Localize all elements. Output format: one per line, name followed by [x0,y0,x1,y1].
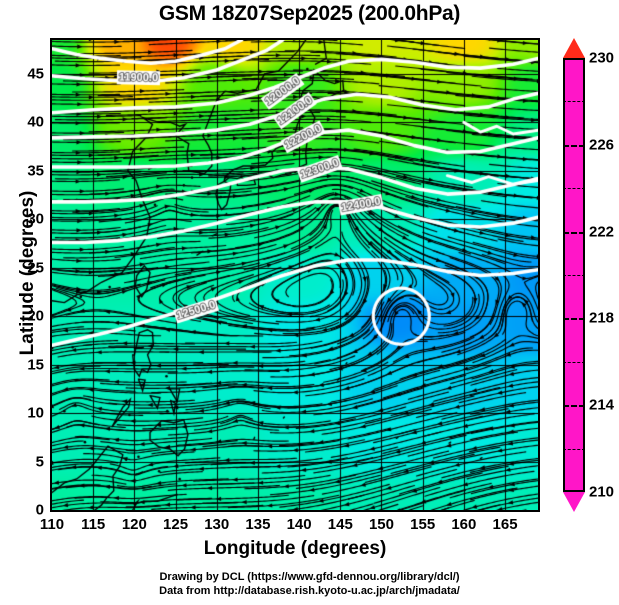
colorbar-tick-label: 214 [589,396,615,414]
x-tick-label: 120 [121,516,147,533]
colorbar-tick [563,405,585,408]
colorbar-minor-tick [563,188,585,190]
colorbar-tick-label: 222 [589,223,615,241]
colorbar-tick-label: 226 [589,136,615,154]
x-tick-label: 160 [451,516,477,533]
y-tick-label: 0 [35,501,44,519]
colorbar-minor-tick [563,275,585,276]
colorbar-tick-label: 230 [589,49,615,67]
streamline-contour-canvas [52,40,538,510]
x-tick-label: 130 [204,516,230,533]
y-tick-label: 5 [35,453,44,471]
footer-line-data: Data from http://database.rish.kyoto-u.a… [159,585,460,597]
colorbar-tick [563,318,585,321]
x-tick-label: 140 [286,516,312,533]
colorbar-tick [563,144,585,147]
map-plot-area [50,38,540,512]
footer-credits: Drawing by DCL (https://www.gfd-dennou.o… [0,570,619,598]
y-tick-label: 25 [27,259,44,277]
x-tick-label: 110 [39,516,65,533]
y-tick-label: 40 [27,113,44,131]
colorbar-tick [563,231,585,234]
colorbar-top-arrow [563,38,585,58]
y-tick-label: 45 [27,65,44,83]
page-title: GSM 18Z07Sep2025 (200.0hPa) [158,2,461,25]
x-tick-label: 155 [410,516,436,533]
colorbar-bottom-arrow [563,492,585,512]
colorbar-tick-label: 218 [589,309,615,327]
x-tick-label: 115 [81,516,106,533]
colorbar-tick-label: 210 [589,483,615,501]
colorbar-minor-tick [563,448,585,450]
x-tick-label: 150 [368,516,394,533]
x-axis-label: Longitude (degrees) [203,538,387,559]
y-tick-label: 35 [27,162,44,180]
y-tick-label: 30 [27,210,44,228]
x-tick-label: 165 [492,516,518,533]
x-tick-label: 125 [163,516,189,533]
y-tick-label: 20 [27,307,44,325]
y-axis-label: Latitude (degrees) [17,190,38,356]
colorbar-minor-tick [563,101,585,103]
colorbar-minor-tick [563,361,585,363]
y-tick-label: 15 [27,356,44,374]
x-tick-label: 135 [245,516,271,533]
footer-line-drawing: Drawing by DCL (https://www.gfd-dennou.o… [159,571,460,583]
colorbar: 210 214 218 222 226 230 [562,37,614,512]
x-tick-label: 145 [327,516,353,533]
y-tick-label: 10 [27,404,44,422]
